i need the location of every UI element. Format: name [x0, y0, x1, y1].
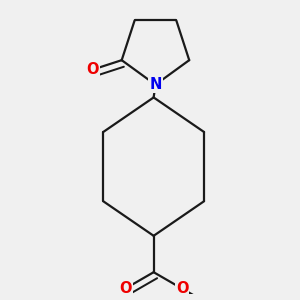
Text: N: N — [149, 77, 162, 92]
Text: O: O — [119, 281, 131, 296]
Text: O: O — [86, 62, 98, 77]
Text: O: O — [176, 281, 188, 296]
